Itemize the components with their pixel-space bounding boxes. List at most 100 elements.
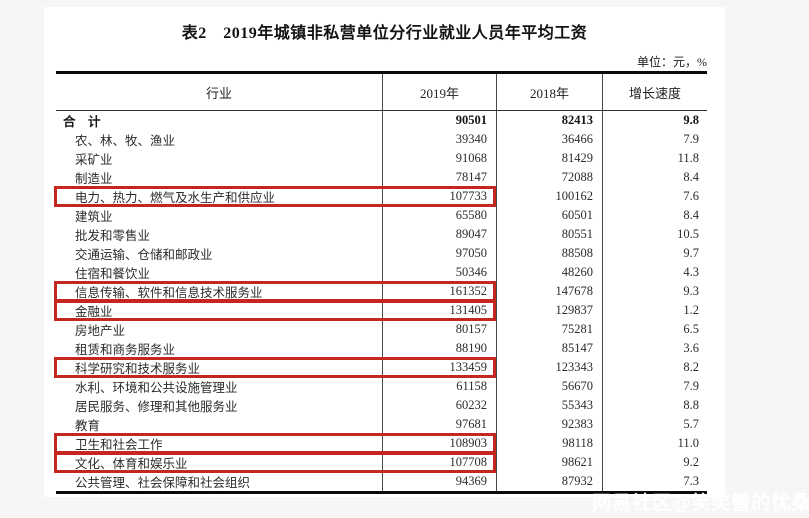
value-2018-cell: 87932	[497, 472, 603, 491]
value-2018-cell: 100162	[497, 187, 603, 206]
industry-cell: 租赁和商务服务业	[56, 339, 383, 358]
table-row: 教育 97681 92383 5.7	[56, 415, 707, 434]
value-2018-cell: 123343	[497, 358, 603, 377]
column-header-growth: 增长速度	[628, 85, 681, 101]
table-row: 信息传输、软件和信息技术服务业 161352 147678 9.3	[54, 281, 707, 302]
table-row: 电力、热力、燃气及水生产和供应业 107733 100162 7.6	[54, 186, 707, 207]
industry-cell: 科学研究和技术服务业	[56, 358, 383, 377]
value-2018-cell: 75281	[497, 320, 603, 339]
growth-cell: 7.6	[683, 189, 699, 203]
industry-cell: 采矿业	[56, 149, 383, 168]
table-row: 公共管理、社会保障和社会组织 94369 87932 7.3	[56, 472, 707, 491]
value-2019-cell: 108903	[383, 434, 497, 453]
industry-cell: 公共管理、社会保障和社会组织	[56, 472, 383, 491]
industry-cell: 文化、体育和娱乐业	[56, 453, 383, 472]
growth-cell: 8.2	[683, 360, 699, 374]
column-header-2019: 2019年	[383, 74, 497, 110]
industry-cell: 住宿和餐饮业	[56, 263, 383, 282]
value-2018-cell: 80551	[497, 225, 603, 244]
value-2019-cell: 90501	[383, 111, 497, 130]
growth-cell: 11.8	[677, 151, 699, 165]
table-row: 批发和零售业 89047 80551 10.5	[56, 225, 707, 244]
growth-cell: 7.3	[683, 474, 699, 488]
growth-cell: 7.9	[683, 132, 699, 146]
value-2019-cell: 97681	[383, 415, 497, 434]
industry-cell: 教育	[56, 415, 383, 434]
table-row: 租赁和商务服务业 88190 85147 3.6	[56, 339, 707, 358]
industry-cell: 房地产业	[56, 320, 383, 339]
value-2019-cell: 50346	[383, 263, 497, 282]
industry-cell: 合 计	[56, 111, 383, 130]
value-2019-cell: 60232	[383, 396, 497, 415]
value-2019-cell: 131405	[383, 301, 497, 320]
industry-cell: 建筑业	[56, 206, 383, 225]
value-2019-cell: 91068	[383, 149, 497, 168]
value-2018-cell: 147678	[497, 282, 603, 301]
industry-cell: 电力、热力、燃气及水生产和供应业	[56, 187, 383, 206]
value-2018-cell: 36466	[497, 130, 603, 149]
value-2019-cell: 80157	[383, 320, 497, 339]
growth-cell: 5.7	[683, 417, 699, 431]
unit-note: 单位：元，%	[637, 55, 707, 69]
value-2018-cell: 60501	[497, 206, 603, 225]
table-body: 合 计 90501 82413 9.8 农、林、牧、渔业 39340 36466…	[54, 111, 707, 494]
growth-cell: 4.3	[683, 265, 699, 279]
table-row: 卫生和社会工作 108903 98118 11.0	[54, 433, 707, 454]
growth-cell: 7.9	[683, 379, 699, 393]
value-2018-cell: 98118	[497, 434, 603, 453]
document: 表2 2019年城镇非私营单位分行业就业人员年平均工资 单位：元，% 行业 20…	[44, 7, 809, 514]
table-row: 居民服务、修理和其他服务业 60232 55343 8.8	[56, 396, 707, 415]
industry-cell: 信息传输、软件和信息技术服务业	[56, 282, 383, 301]
value-2018-cell: 56670	[497, 377, 603, 396]
value-2019-cell: 89047	[383, 225, 497, 244]
table-row: 交通运输、仓储和邮政业 97050 88508 9.7	[56, 244, 707, 263]
table-title: 表2 2019年城镇非私营单位分行业就业人员年平均工资	[181, 25, 588, 42]
industry-cell: 卫生和社会工作	[56, 434, 383, 453]
growth-cell: 9.3	[683, 284, 699, 298]
value-2018-cell: 82413	[497, 111, 603, 130]
value-2019-cell: 78147	[383, 168, 497, 187]
value-2018-cell: 85147	[497, 339, 603, 358]
value-2018-cell: 72088	[497, 168, 603, 187]
value-2019-cell: 88190	[383, 339, 497, 358]
table-header-row: 行业 2019年 2018年 增长速度	[56, 71, 707, 111]
table-row: 采矿业 91068 81429 11.8	[56, 149, 707, 168]
table-row: 水利、环境和公共设施管理业 61158 56670 7.9	[56, 377, 707, 396]
industry-cell: 水利、环境和公共设施管理业	[56, 377, 383, 396]
column-header-2018: 2018年	[497, 74, 603, 110]
wage-table: 行业 2019年 2018年 增长速度 合 计 90501 82413 9.8 …	[54, 71, 707, 494]
value-2019-cell: 39340	[383, 130, 497, 149]
value-2018-cell: 48260	[497, 263, 603, 282]
value-2019-cell: 133459	[383, 358, 497, 377]
value-2018-cell: 92383	[497, 415, 603, 434]
value-2019-cell: 97050	[383, 244, 497, 263]
growth-cell: 9.2	[683, 455, 699, 469]
industry-cell: 制造业	[56, 168, 383, 187]
table-row: 制造业 78147 72088 8.4	[56, 168, 707, 187]
value-2018-cell: 55343	[497, 396, 603, 415]
growth-cell: 10.5	[677, 227, 699, 241]
growth-cell: 9.7	[683, 246, 699, 260]
industry-cell: 交通运输、仓储和邮政业	[56, 244, 383, 263]
growth-cell: 6.5	[683, 322, 699, 336]
industry-cell: 农、林、牧、渔业	[56, 130, 383, 149]
table-row: 房地产业 80157 75281 6.5	[56, 320, 707, 339]
growth-cell: 11.0	[677, 436, 699, 450]
table-row: 住宿和餐饮业 50346 48260 4.3	[56, 263, 707, 282]
industry-cell: 金融业	[56, 301, 383, 320]
growth-cell: 8.4	[683, 208, 699, 222]
table-row: 农、林、牧、渔业 39340 36466 7.9	[56, 130, 707, 149]
column-header-industry: 行业	[56, 74, 383, 110]
growth-cell: 3.6	[683, 341, 699, 355]
value-2018-cell: 88508	[497, 244, 603, 263]
industry-cell: 批发和零售业	[56, 225, 383, 244]
growth-cell: 8.4	[683, 170, 699, 184]
value-2019-cell: 107708	[383, 453, 497, 472]
growth-cell: 9.8	[683, 113, 699, 127]
watermark: 网易社区@笑笑蟹的忧桑	[592, 493, 809, 514]
value-2019-cell: 61158	[383, 377, 497, 396]
value-2018-cell: 129837	[497, 301, 603, 320]
industry-cell: 居民服务、修理和其他服务业	[56, 396, 383, 415]
value-2019-cell: 107733	[383, 187, 497, 206]
